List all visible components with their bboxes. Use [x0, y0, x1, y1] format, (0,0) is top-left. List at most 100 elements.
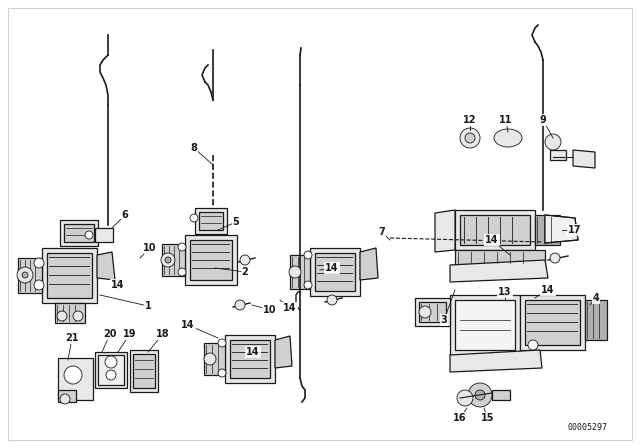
- Text: 17: 17: [568, 225, 582, 235]
- Circle shape: [419, 306, 431, 318]
- Circle shape: [550, 253, 560, 263]
- Circle shape: [73, 311, 83, 321]
- Bar: [55, 303, 85, 323]
- Circle shape: [190, 214, 198, 222]
- Circle shape: [34, 280, 44, 290]
- Bar: [47, 253, 92, 298]
- Bar: [585, 300, 607, 340]
- Text: 14: 14: [181, 320, 195, 330]
- Bar: [419, 302, 446, 322]
- Text: 9: 9: [540, 115, 547, 125]
- Circle shape: [165, 257, 171, 263]
- Circle shape: [475, 390, 485, 400]
- Circle shape: [178, 243, 186, 251]
- Circle shape: [178, 268, 186, 276]
- Circle shape: [64, 366, 82, 384]
- Bar: [195, 208, 227, 234]
- Bar: [95, 352, 127, 388]
- Bar: [492, 390, 510, 400]
- Text: 1: 1: [145, 301, 152, 311]
- Text: 21: 21: [65, 333, 79, 343]
- Circle shape: [304, 251, 312, 259]
- Polygon shape: [573, 150, 595, 168]
- Bar: [455, 210, 535, 250]
- Bar: [415, 298, 450, 326]
- Bar: [520, 295, 585, 350]
- Bar: [535, 215, 560, 245]
- Bar: [98, 355, 124, 385]
- Text: 14: 14: [325, 263, 339, 273]
- Text: 10: 10: [263, 305, 276, 315]
- Circle shape: [528, 340, 538, 350]
- Polygon shape: [545, 215, 578, 243]
- Circle shape: [106, 370, 116, 380]
- Bar: [95, 228, 113, 242]
- Text: 16: 16: [453, 413, 467, 423]
- Bar: [455, 300, 515, 350]
- Text: 8: 8: [191, 143, 197, 153]
- Bar: [204, 343, 225, 375]
- Polygon shape: [450, 350, 542, 372]
- Circle shape: [235, 300, 245, 310]
- Circle shape: [105, 356, 117, 368]
- Circle shape: [289, 266, 301, 278]
- Text: 00005297: 00005297: [567, 423, 607, 432]
- Circle shape: [85, 231, 93, 239]
- Circle shape: [327, 295, 337, 305]
- Circle shape: [60, 394, 70, 404]
- Text: 3: 3: [440, 315, 447, 325]
- Bar: [185, 235, 237, 285]
- Text: 20: 20: [103, 329, 116, 339]
- Polygon shape: [435, 210, 455, 252]
- Bar: [450, 295, 520, 355]
- Circle shape: [304, 281, 312, 289]
- Bar: [525, 300, 580, 345]
- Text: 13: 13: [499, 287, 512, 297]
- Circle shape: [218, 369, 226, 377]
- Text: 15: 15: [481, 413, 495, 423]
- Circle shape: [22, 272, 28, 278]
- Text: 14: 14: [284, 303, 297, 313]
- Bar: [310, 248, 360, 296]
- Bar: [18, 258, 42, 293]
- Bar: [58, 358, 93, 400]
- Bar: [455, 250, 545, 265]
- Circle shape: [218, 339, 226, 347]
- Bar: [225, 335, 275, 383]
- Circle shape: [468, 383, 492, 407]
- Text: 4: 4: [593, 293, 600, 303]
- Text: 10: 10: [143, 243, 157, 253]
- Polygon shape: [275, 336, 292, 368]
- Bar: [130, 350, 158, 392]
- Text: 12: 12: [463, 115, 477, 125]
- Text: 19: 19: [124, 329, 137, 339]
- Circle shape: [240, 255, 250, 265]
- Circle shape: [204, 353, 216, 365]
- Circle shape: [161, 253, 175, 267]
- Bar: [199, 212, 223, 230]
- Text: 14: 14: [541, 285, 555, 295]
- Ellipse shape: [494, 129, 522, 147]
- Text: 14: 14: [246, 347, 260, 357]
- Bar: [315, 253, 355, 291]
- Text: 11: 11: [499, 115, 513, 125]
- Polygon shape: [360, 248, 378, 280]
- Text: 18: 18: [156, 329, 170, 339]
- Circle shape: [457, 390, 473, 406]
- Bar: [58, 390, 76, 402]
- Bar: [190, 240, 232, 280]
- Bar: [42, 248, 97, 303]
- Text: 6: 6: [122, 210, 129, 220]
- Circle shape: [465, 133, 475, 143]
- Circle shape: [460, 128, 480, 148]
- Bar: [460, 215, 530, 245]
- Text: 5: 5: [232, 217, 239, 227]
- Bar: [162, 244, 185, 276]
- Circle shape: [545, 134, 561, 150]
- Text: 14: 14: [111, 280, 125, 290]
- Bar: [60, 220, 98, 246]
- Polygon shape: [97, 252, 115, 280]
- Text: 2: 2: [242, 267, 248, 277]
- Circle shape: [17, 267, 33, 283]
- Circle shape: [34, 258, 44, 268]
